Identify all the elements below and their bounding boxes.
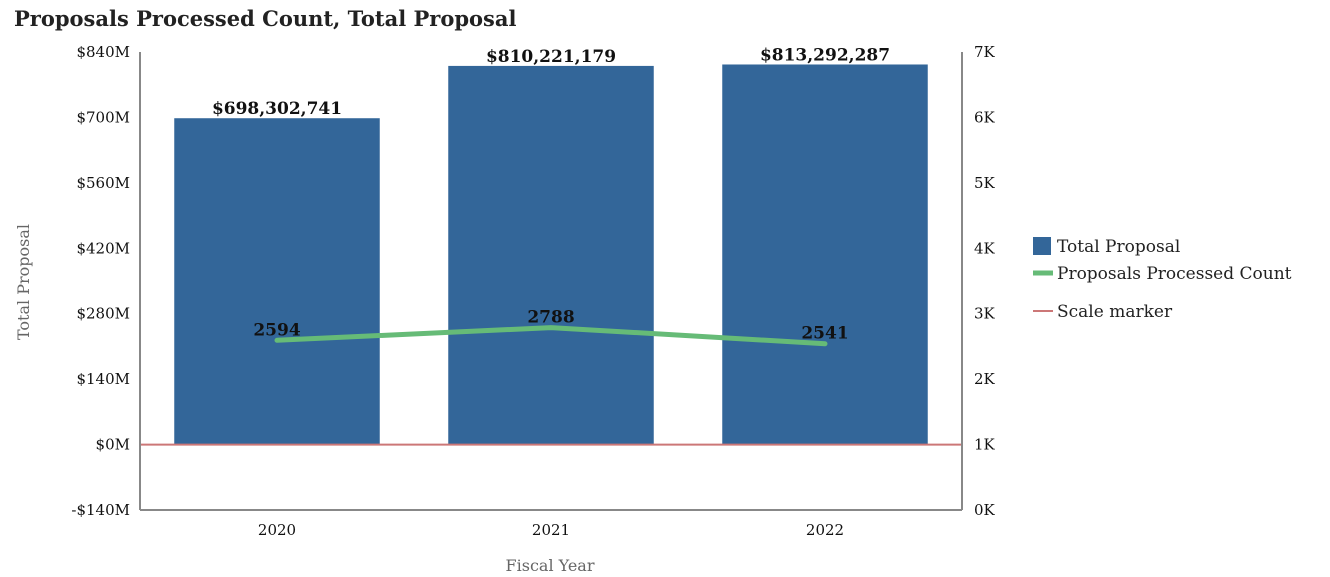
y2-tick-label: 3K (974, 305, 996, 323)
bar-2022 (722, 64, 928, 445)
bar-value-label: $698,302,741 (212, 99, 342, 119)
y-tick-label: $560M (76, 174, 130, 192)
legend-swatch-total-proposal (1033, 237, 1051, 255)
y-tick-label: $420M (76, 239, 130, 257)
legend-label-total-proposal: Total Proposal (1057, 237, 1180, 257)
bar-2021 (448, 65, 654, 445)
y2-tick-label: 2K (974, 370, 996, 388)
legend-label-processed-count: Proposals Processed Count (1057, 264, 1292, 284)
y2-tick-label: 4K (974, 239, 996, 257)
y-axis-title: Total Proposal (14, 224, 33, 340)
processed-count-point-label: 2541 (801, 324, 848, 344)
y-tick-label: $140M (76, 370, 130, 388)
y-tick-label: $840M (76, 43, 130, 61)
y-tick-label: $700M (76, 108, 130, 126)
y2-tick-label: 6K (974, 108, 996, 126)
y-tick-label: $280M (76, 305, 130, 323)
x-axis-title: Fiscal Year (506, 556, 595, 575)
plot-area: -$140M $0M $140M $280M $420M $560M $700M $840M 0… (71, 43, 995, 539)
processed-count-line (274, 325, 828, 347)
legend: Total Proposal Proposals Processed Count S… (1033, 237, 1292, 322)
y2-tick-label: 5K (974, 174, 996, 192)
legend-label-scale-marker: Scale marker (1057, 302, 1173, 322)
processed-count-point-label: 2788 (527, 308, 574, 328)
y2-tick-label: 7K (974, 43, 996, 61)
y2-tick-label: 1K (974, 436, 996, 454)
y2-tick-label: 0K (974, 501, 996, 519)
bar-value-label: $813,292,287 (760, 45, 890, 65)
x-tick-label: 2022 (806, 521, 844, 539)
x-tick-label: 2020 (258, 521, 296, 539)
chart-title: Proposals Processed Count, Total Proposa… (14, 6, 516, 31)
processed-count-point-label: 2594 (253, 320, 300, 340)
bar-value-label: $810,221,179 (486, 47, 616, 67)
y-tick-label: -$140M (71, 501, 130, 519)
bar-2020 (174, 118, 380, 445)
y-tick-label: $0M (96, 436, 130, 454)
x-tick-label: 2021 (532, 521, 570, 539)
